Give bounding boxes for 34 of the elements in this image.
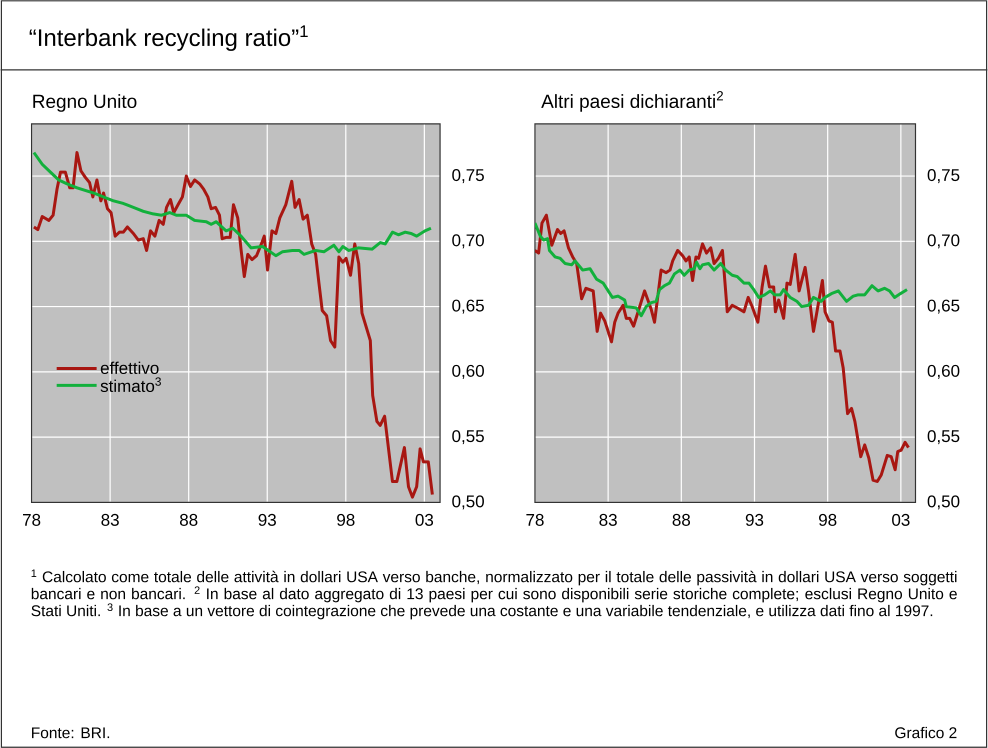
legend-label: stimato$^{3}$ [100,377,161,392]
x-tick-label: 78 [23,514,40,526]
y-tick-label: 0,55 [452,430,484,444]
x-tick-label: 88 [672,514,690,526]
y-tick-label: 0,70 [452,234,484,248]
x-tick-label: 93 [746,514,764,526]
y-tick-label: 0,50 [452,495,484,510]
y-tick-label: 0,60 [928,364,960,379]
chart-title: “Interbank recycling ratio”$^{1}$ [30,25,308,51]
line-series [534,214,910,483]
chart-subtitle: Regno Unito [33,94,136,112]
y-tick-label: 0,55 [928,430,960,444]
x-tick-label: 83 [101,514,119,526]
y-tick-label: 0,75 [928,169,960,184]
y-tick-label: 0,75 [452,169,484,184]
y-tick-label: 0,60 [452,364,484,379]
x-tick-label: 98 [337,514,355,526]
x-tick-label: 03 [416,514,434,526]
x-tick-label: 03 [892,514,910,526]
y-tick-label: 0,50 [928,495,960,510]
chart-title: Altri paesi dichiaranti$^{2}$ [541,91,723,112]
x-tick-label: 78 [526,514,544,526]
x-tick-label: 88 [180,514,198,526]
x-tick-label: 83 [599,514,617,526]
y-tick-label: 0,65 [928,300,960,314]
x-tick-label: 93 [258,514,276,526]
y-tick-label: 0,70 [928,234,960,248]
source-note: Fonte: BRI. [32,727,110,738]
line-series [534,222,908,318]
text: $^{1}$ Calcolato come totale delle attività in dollari USA verso banche, normalizzato per il totale delle passività in dollari USA verso soggetti bancari e non bancari. $^{2}$ In base al dato aggregato di 13 paesi per cui sono disponibili serie storiche complete; esclusi Regno Unito e Stati Uniti. $^{3}$ In base a un vettore di cointegrazione che prevede una costante e una variabile tendenziale, e utilizza dati fino al 1997. [31,569,957,620]
text: Grafico 2 [895,726,956,738]
x-tick-label: 98 [819,514,836,526]
y-tick-label: 0,65 [452,300,484,314]
legend-label: effettivo [100,362,159,374]
